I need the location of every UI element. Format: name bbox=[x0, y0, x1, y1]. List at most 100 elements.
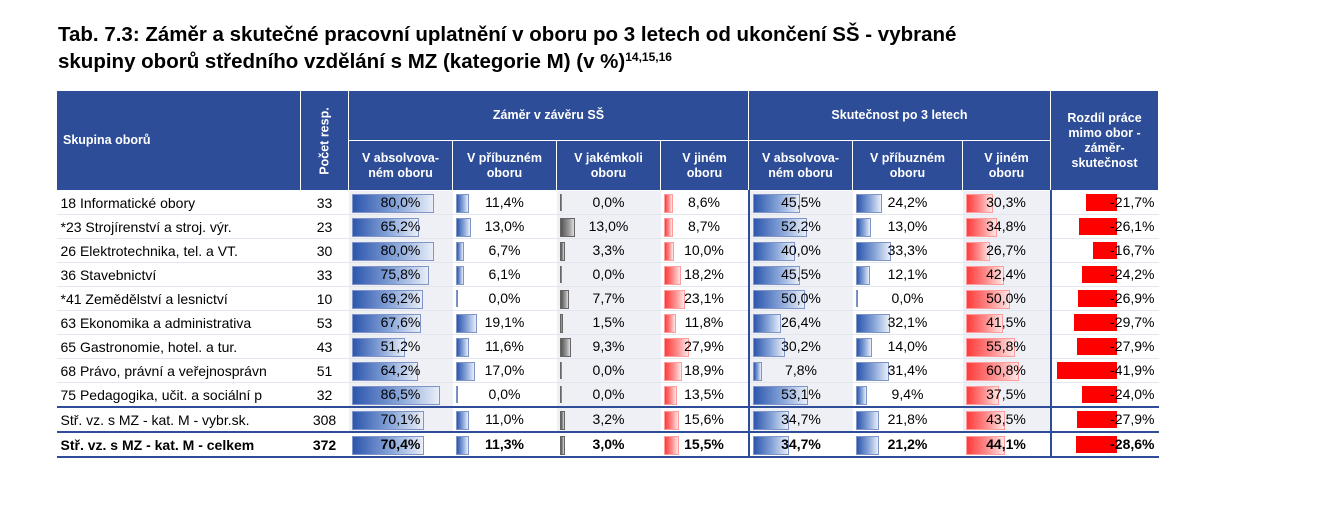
data-bar bbox=[663, 266, 681, 285]
data-bar bbox=[663, 290, 686, 309]
data-bar bbox=[455, 266, 464, 285]
cell-s-pri: 31,4% bbox=[852, 358, 963, 383]
data-bar bbox=[663, 436, 679, 455]
data-bar bbox=[752, 386, 808, 405]
cell-s-pri: 12,1% bbox=[852, 262, 963, 287]
data-bar bbox=[855, 436, 879, 455]
row-group-name: *23 Strojírenství a stroj. výr. bbox=[56, 214, 301, 239]
cell-value: 53,1% bbox=[781, 386, 821, 402]
cell-s-pri: 32,1% bbox=[852, 310, 963, 335]
data-bar bbox=[351, 242, 434, 261]
cell-value: 0,0% bbox=[592, 386, 625, 402]
cell-value: 11,3% bbox=[485, 436, 524, 452]
cell-s-abs: 40,0% bbox=[748, 238, 853, 263]
data-bar bbox=[855, 386, 867, 405]
cell-value: 0,0% bbox=[592, 362, 625, 378]
diff-value: -27,9% bbox=[1110, 338, 1155, 354]
row-group-name: 65 Gastronomie, hotel. a tur. bbox=[56, 334, 301, 359]
data-bar bbox=[559, 436, 565, 455]
cell-z-abs: 75,8% bbox=[348, 262, 453, 287]
cell-z-jin: 8,7% bbox=[660, 214, 750, 239]
cell-z-pri: 6,7% bbox=[452, 238, 557, 263]
cell-z-pri: 0,0% bbox=[452, 286, 557, 311]
cell-value: 11,6% bbox=[485, 338, 524, 354]
data-bar bbox=[752, 362, 763, 381]
cell-z-abs: 80,0% bbox=[348, 190, 453, 215]
header-group-col: Skupina oborů bbox=[56, 90, 301, 191]
cell-s-pri: 0,0% bbox=[852, 286, 963, 311]
cell-diff: -27,9% bbox=[1050, 334, 1159, 359]
cell-z-jin: 18,2% bbox=[660, 262, 750, 287]
cell-z-abs: 65,2% bbox=[348, 214, 453, 239]
data-bar bbox=[559, 266, 562, 283]
data-bar bbox=[965, 218, 998, 237]
cell-value: 42,4% bbox=[986, 266, 1026, 282]
data-bar bbox=[663, 194, 673, 213]
diff-bar bbox=[1076, 338, 1117, 355]
cell-diff: -29,7% bbox=[1050, 310, 1159, 335]
table-row: 65 Gastronomie, hotel. a tur. 43 51,2% 11,6… bbox=[56, 334, 1159, 359]
diff-value: -27,9% bbox=[1110, 411, 1155, 427]
row-count: 32 bbox=[300, 382, 349, 408]
cell-s-pri: 21,2% bbox=[852, 431, 963, 458]
cell-value: 33,3% bbox=[887, 242, 928, 258]
cell-diff: -26,9% bbox=[1050, 286, 1159, 311]
data-bar bbox=[455, 194, 469, 213]
cell-value: 86,5% bbox=[380, 386, 421, 402]
cell-value: 65,2% bbox=[380, 218, 421, 234]
data-bar bbox=[351, 194, 434, 213]
data-bar bbox=[351, 362, 418, 381]
diff-value: -41,9% bbox=[1110, 362, 1155, 378]
row-count: 33 bbox=[300, 262, 349, 287]
data-bar bbox=[455, 362, 475, 381]
cell-value: 6,1% bbox=[488, 266, 521, 282]
cell-s-jin: 30,3% bbox=[962, 190, 1052, 215]
cell-s-abs: 45,5% bbox=[748, 190, 853, 215]
data-bar bbox=[752, 290, 805, 309]
header-z-jak: V jakémkoli oboru bbox=[556, 140, 661, 191]
cell-value: 31,4% bbox=[887, 362, 928, 378]
cell-value: 34,7% bbox=[781, 411, 821, 427]
table-row: 18 Informatické obory 33 80,0% 11,4% 0,0% 8,6… bbox=[56, 190, 1159, 215]
data-bar bbox=[855, 266, 870, 285]
cell-value: 0,0% bbox=[891, 290, 924, 306]
data-bar bbox=[559, 290, 570, 309]
cell-z-jak: 0,0% bbox=[556, 190, 661, 215]
cell-z-jin: 15,5% bbox=[660, 431, 750, 458]
row-count: 43 bbox=[300, 334, 349, 359]
data-bar bbox=[752, 411, 790, 430]
cell-s-jin: 50,0% bbox=[962, 286, 1052, 311]
data-bar bbox=[855, 338, 872, 357]
cell-z-jin: 10,0% bbox=[660, 238, 750, 263]
row-group-name: 63 Ekonomika a administrativa bbox=[56, 310, 301, 335]
data-bar bbox=[663, 411, 679, 430]
cell-value: 30,3% bbox=[986, 194, 1026, 210]
cell-s-abs: 52,2% bbox=[748, 214, 853, 239]
table-row: 26 Elektrotechnika, tel. a VT. 30 80,0% 6,7… bbox=[56, 238, 1159, 263]
cell-value: 8,6% bbox=[688, 194, 720, 210]
data-table-container: Skupina oborů Počet resp. Záměr v závěru… bbox=[56, 90, 1159, 458]
cell-value: 15,6% bbox=[684, 411, 724, 427]
header-diff-col: Rozdíl práce mimo obor - záměr-skutečnos… bbox=[1050, 90, 1159, 191]
data-bar bbox=[855, 290, 858, 307]
cell-value: 21,2% bbox=[887, 436, 928, 452]
data-bar bbox=[455, 218, 471, 237]
cell-z-jin: 23,1% bbox=[660, 286, 750, 311]
cell-z-abs: 70,4% bbox=[348, 431, 453, 458]
data-bar bbox=[351, 411, 424, 430]
cell-value: 26,4% bbox=[781, 314, 821, 330]
cell-diff: -24,2% bbox=[1050, 262, 1159, 287]
data-bar bbox=[965, 386, 1000, 405]
cell-value: 0,0% bbox=[488, 290, 521, 306]
cell-s-abs: 7,8% bbox=[748, 358, 853, 383]
cell-value: 44,1% bbox=[986, 436, 1026, 452]
cell-value: 15,5% bbox=[684, 436, 724, 452]
cell-z-jak: 9,3% bbox=[556, 334, 661, 359]
cell-s-abs: 53,1% bbox=[748, 382, 853, 408]
header-skutecnost-group: Skutečnost po 3 letech bbox=[748, 90, 1051, 141]
cell-z-pri: 11,0% bbox=[452, 406, 557, 433]
cell-value: 69,2% bbox=[380, 290, 421, 306]
data-bar bbox=[455, 290, 458, 307]
data-bar bbox=[455, 314, 477, 333]
data-bar bbox=[663, 386, 677, 405]
